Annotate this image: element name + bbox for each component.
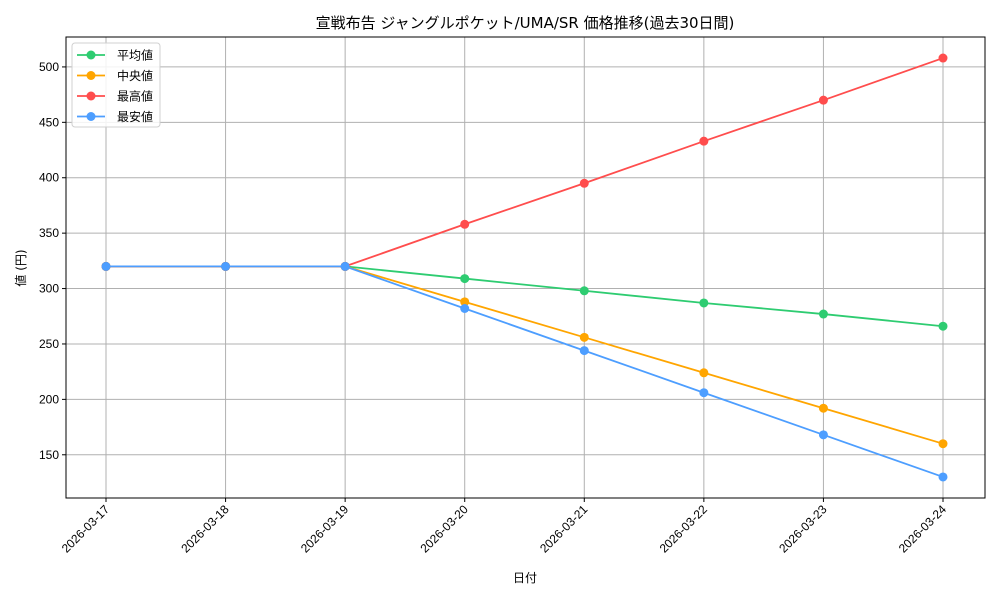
legend-item: 平均値 [77, 48, 153, 63]
legend-marker-icon [86, 71, 96, 80]
data-point-marker [818, 95, 828, 105]
legend-label: 最高値 [117, 89, 153, 104]
data-point-marker [699, 388, 709, 398]
data-point-marker [699, 136, 709, 146]
series-line-1 [101, 261, 948, 449]
x-tick-label: 2026-03-20 [418, 502, 472, 556]
data-point-marker [460, 274, 470, 284]
y-tick-label: 300 [39, 282, 59, 296]
data-point-marker [938, 472, 948, 482]
legend-marker-icon [86, 50, 96, 60]
data-point-marker [938, 53, 948, 63]
grid-lines [66, 37, 985, 498]
x-tick-label: 2026-03-23 [776, 502, 830, 556]
y-axis-label: 値 (円) [13, 249, 28, 286]
data-point-marker [101, 261, 111, 271]
legend-item: 最高値 [77, 89, 153, 104]
legend-item: 最安値 [77, 109, 153, 124]
data-point-marker [699, 298, 709, 308]
series-path [106, 265, 944, 478]
legend-item: 中央値 [77, 68, 153, 83]
x-tick-label: 2026-03-18 [178, 502, 232, 556]
x-axis-label: 日付 [513, 571, 537, 585]
data-point-marker [818, 403, 828, 413]
legend-box [71, 42, 161, 128]
series-line-3 [101, 261, 948, 482]
x-tick-label: 2026-03-17 [59, 502, 113, 556]
data-point-marker [938, 439, 948, 449]
x-tick-label: 2026-03-19 [298, 502, 352, 556]
y-tick-label: 350 [39, 226, 59, 240]
data-point-marker [460, 297, 470, 307]
chart-title: 宣戦布告 ジャングルポケット/UMA/SR 価格推移(過去30日間) [316, 14, 735, 32]
series-path [106, 265, 944, 328]
data-point-marker [221, 261, 231, 271]
y-axis-ticks: 150 200 250 300 350 400 450 500 [39, 60, 66, 462]
data-point-marker [340, 261, 350, 271]
x-tick-label: 2026-03-21 [537, 502, 591, 556]
plot-frame [65, 36, 986, 499]
x-tick-label: 2026-03-24 [896, 502, 950, 556]
series-path [106, 265, 944, 445]
y-tick-label: 250 [39, 337, 59, 351]
data-point-marker [579, 332, 589, 342]
data-point-marker [579, 346, 589, 356]
data-point-marker [579, 286, 589, 296]
x-tick-label: 2026-03-22 [657, 502, 711, 556]
data-point-marker [818, 430, 828, 440]
legend-label: 平均値 [117, 48, 153, 63]
legend-label: 最安値 [117, 109, 153, 124]
data-point-marker [579, 178, 589, 188]
y-tick-label: 450 [39, 115, 59, 129]
legend-label: 中央値 [117, 68, 153, 83]
y-tick-label: 400 [39, 171, 59, 185]
legend-marker-icon [86, 91, 96, 101]
series-line-2 [101, 53, 948, 271]
series-group [101, 53, 948, 482]
x-axis-ticks: 2026-03-17 2026-03-18 2026-03-19 2026-03-20… [59, 498, 950, 556]
data-point-marker [818, 309, 828, 319]
y-tick-label: 200 [39, 392, 59, 406]
data-point-marker [699, 368, 709, 378]
data-point-marker [460, 219, 470, 229]
y-tick-label: 150 [39, 448, 59, 462]
data-point-marker [938, 321, 948, 331]
data-point-marker [460, 304, 470, 314]
legend-marker-icon [86, 112, 96, 121]
series-path [106, 57, 944, 268]
y-tick-label: 500 [39, 60, 59, 74]
